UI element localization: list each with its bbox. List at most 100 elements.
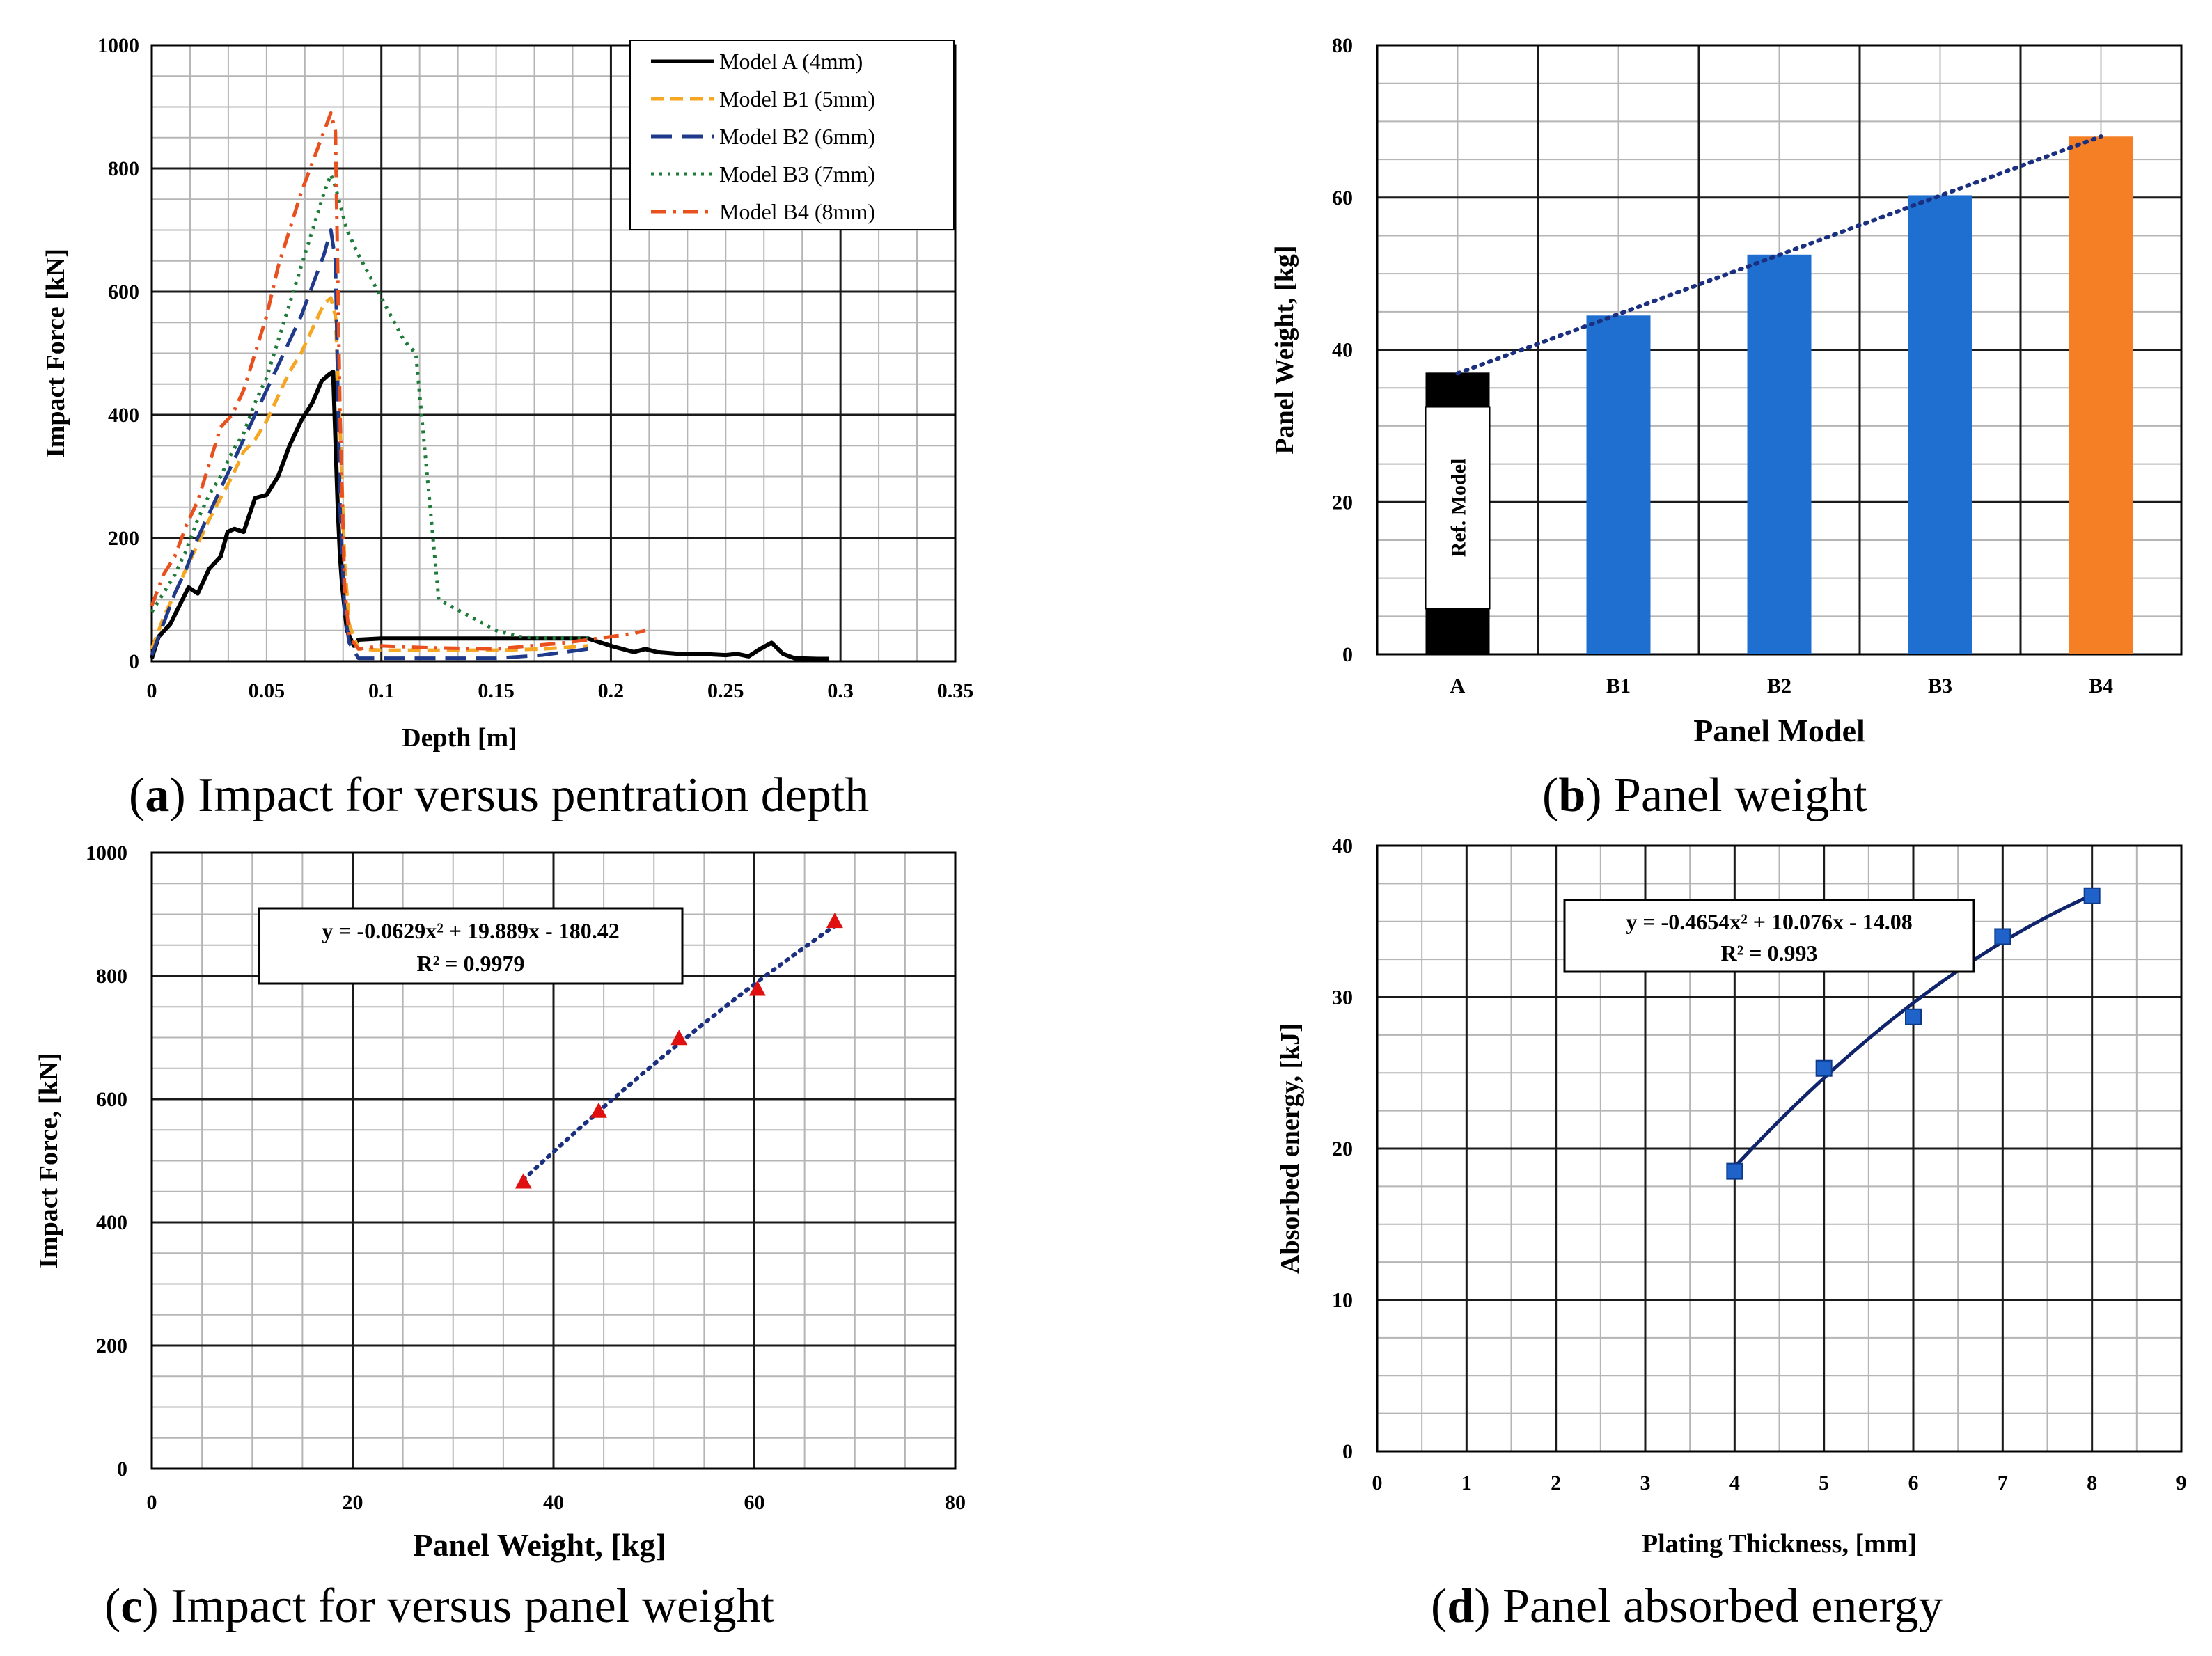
y-tick-label: 600 xyxy=(96,1088,127,1111)
x-axis-label: Plating Thickness, [mm] xyxy=(1642,1529,1917,1559)
caption-c: (c) Impact for versus panel weight xyxy=(104,1579,775,1633)
legend-entry: Model B1 (5mm) xyxy=(719,86,875,111)
y-tick-label: 800 xyxy=(96,965,127,988)
plot-frame xyxy=(150,851,957,1470)
bar-B3 xyxy=(1908,195,1972,654)
caption-d-letter: d xyxy=(1447,1579,1474,1633)
data-point-marker xyxy=(826,913,843,929)
data-point-marker xyxy=(1815,1059,1833,1077)
caption-a-letter: a xyxy=(145,768,169,822)
equation-box xyxy=(1563,899,1975,973)
fit-r2: R² = 0.9979 xyxy=(417,951,525,976)
x-tick-label: 40 xyxy=(543,1491,564,1514)
caption-a-text: ) Impact for versus pentration depth xyxy=(169,768,869,822)
y-tick-label: 200 xyxy=(108,527,139,550)
caption-a: (a) Impact for versus pentration depth xyxy=(129,768,869,822)
y-tick-label: 1000 xyxy=(86,842,127,865)
legend-entry: Model A (4mm) xyxy=(719,49,863,74)
caption-d: (d) Panel absorbed energy xyxy=(1431,1579,1943,1633)
y-tick-label: 400 xyxy=(108,404,139,427)
data-point-marker xyxy=(1726,1162,1743,1180)
caption-d-text: ) Panel absorbed energy xyxy=(1474,1579,1943,1633)
x-tick-label: B4 xyxy=(2089,675,2113,697)
x-tick-label: A xyxy=(1450,675,1466,697)
y-tick-label: 0 xyxy=(117,1458,127,1481)
y-tick-label: 60 xyxy=(1332,187,1353,210)
ref-model-label: Ref. Model xyxy=(1448,459,1470,558)
fit-equation: y = -0.4654x² + 10.076x - 14.08 xyxy=(1626,909,1912,934)
data-point-marker xyxy=(2083,887,2101,904)
x-tick-label: B2 xyxy=(1767,675,1791,697)
x-tick-label: 0.05 xyxy=(249,679,285,702)
trend-line xyxy=(1455,134,2103,376)
x-tick-label: 0.15 xyxy=(478,679,515,702)
series-line-5 xyxy=(150,111,646,651)
data-point-marker xyxy=(590,1102,607,1118)
y-tick-label: 0 xyxy=(1342,1440,1353,1463)
series-line-1 xyxy=(150,370,829,661)
series-line-3 xyxy=(150,228,588,661)
caption-b-text: ) Panel weight xyxy=(1585,768,1867,822)
fit-curve xyxy=(1733,893,2093,1169)
y-tick-label: 10 xyxy=(1332,1289,1353,1312)
x-tick-label: 0 xyxy=(1372,1472,1383,1495)
data-point-marker xyxy=(748,980,766,996)
y-tick-label: 0 xyxy=(1342,643,1353,666)
fit-r2: R² = 0.993 xyxy=(1721,940,1818,965)
x-tick-label: 1 xyxy=(1461,1472,1472,1495)
x-tick-label: 0 xyxy=(147,679,157,702)
bar-B2 xyxy=(1747,254,1812,654)
data-point-marker xyxy=(670,1030,688,1046)
y-tick-label: 20 xyxy=(1332,491,1353,514)
x-tick-label: 3 xyxy=(1640,1472,1651,1495)
y-tick-label: 1000 xyxy=(97,34,139,57)
caption-b-letter: b xyxy=(1558,768,1585,822)
chart-b-panel-weight: 0 20 40 60 80 A B1 B2 B3 B4 Ref. Model Panel Model P… xyxy=(1270,34,2183,748)
x-tick-label: 0 xyxy=(147,1491,157,1514)
data-point-marker xyxy=(515,1173,532,1189)
legend-entry: Model B3 (7mm) xyxy=(719,161,875,187)
legend-entry: Model B4 (8mm) xyxy=(719,199,875,224)
x-tick-label: 0.2 xyxy=(598,679,625,702)
y-axis-label: Impact Force, [kN] xyxy=(34,1052,63,1269)
bar-B1 xyxy=(1586,315,1651,654)
legend-entry: Model B2 (6mm) xyxy=(719,124,875,149)
x-axis-label: Depth [m] xyxy=(402,723,517,752)
x-tick-label: 60 xyxy=(744,1491,765,1514)
data-point-marker xyxy=(1994,928,2011,945)
y-tick-label: 800 xyxy=(108,157,139,180)
x-tick-label: 4 xyxy=(1729,1472,1740,1495)
x-tick-label: 0.25 xyxy=(707,679,744,702)
y-tick-label: 30 xyxy=(1332,986,1353,1009)
chart-c-impact-force-vs-panel-weight: 0 200 400 600 800 1000 0 20 40 60 80 y = -0.0629x² … xyxy=(34,842,966,1563)
caption-b: (b) Panel weight xyxy=(1542,768,1867,822)
y-tick-label: 200 xyxy=(96,1334,127,1357)
x-tick-label: 5 xyxy=(1819,1472,1829,1495)
y-tick-label: 0 xyxy=(129,650,139,673)
y-tick-label: 600 xyxy=(108,281,139,303)
x-tick-label: 0.1 xyxy=(368,679,395,702)
x-tick-label: 8 xyxy=(2087,1472,2097,1495)
y-tick-label: 400 xyxy=(96,1211,127,1234)
x-tick-label: 9 xyxy=(2176,1472,2187,1495)
y-tick-label: 40 xyxy=(1332,339,1353,362)
series-line-2 xyxy=(150,296,588,652)
y-axis-label: Impact Force [kN] xyxy=(41,249,70,458)
y-axis-label: Panel Weight, [kg] xyxy=(1270,245,1299,454)
x-tick-label: B1 xyxy=(1606,675,1631,697)
plot-frame xyxy=(150,44,957,663)
y-tick-label: 20 xyxy=(1332,1137,1353,1160)
x-tick-label: 0.3 xyxy=(827,679,854,702)
x-axis-label: Panel Weight, [kg] xyxy=(413,1527,666,1563)
x-axis-label: Panel Model xyxy=(1693,713,1865,748)
y-tick-label: 80 xyxy=(1332,34,1353,57)
series-line-4 xyxy=(150,173,588,640)
fit-equation: y = -0.0629x² + 19.889x - 180.42 xyxy=(322,918,619,943)
x-tick-label: B3 xyxy=(1928,675,1952,697)
caption-c-letter: c xyxy=(120,1579,142,1633)
ref-model-label-box xyxy=(1425,406,1491,610)
y-tick-label: 40 xyxy=(1332,835,1353,858)
x-tick-label: 7 xyxy=(1998,1472,2008,1495)
chart-a-impact-force-vs-depth: 0 200 400 600 800 1000 0 0.05 0.1 0.15 0.2 0.25 0.3 0… xyxy=(41,34,973,752)
